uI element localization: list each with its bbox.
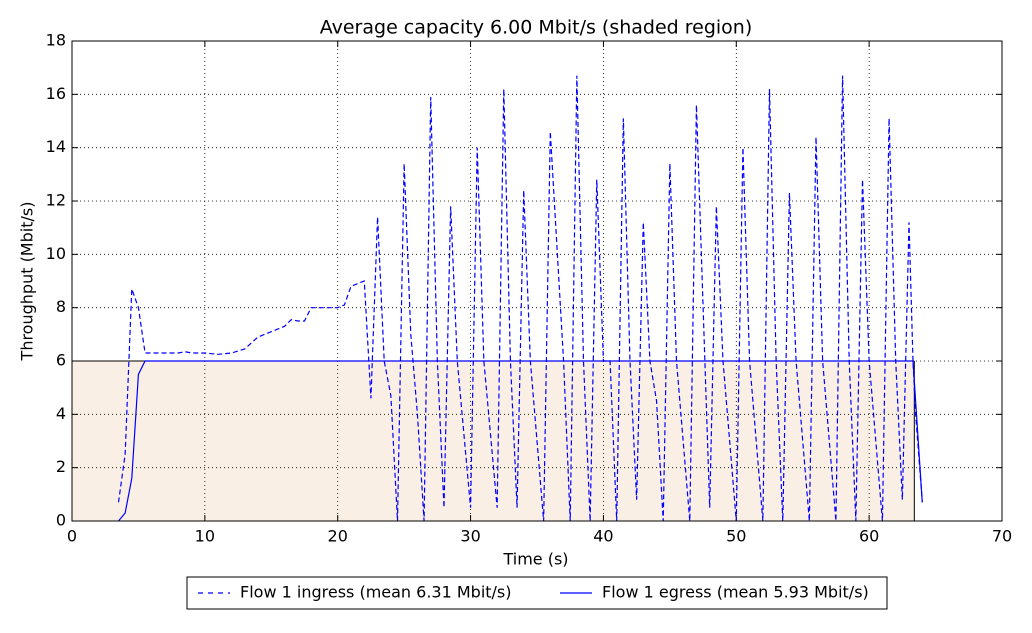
data-line xyxy=(118,360,923,522)
x-axis-label: Time (s) xyxy=(502,550,568,569)
y-axis-label: Throughput (Mbit/s) xyxy=(18,202,37,362)
data-line xyxy=(117,75,923,522)
x-tick-label: 10 xyxy=(195,527,215,546)
x-tick-label: 70 xyxy=(992,527,1012,546)
y-tick-label: 14 xyxy=(46,137,66,156)
y-tick-label: 18 xyxy=(46,31,66,50)
x-tick-label: 40 xyxy=(593,527,613,546)
plot-frame xyxy=(71,40,1003,522)
y-tick-label: 12 xyxy=(46,191,66,210)
legend-label: Flow 1 egress (mean 5.93 Mbit/s) xyxy=(602,583,869,602)
y-tick-label: 0 xyxy=(56,511,66,530)
y-tick-label: 2 xyxy=(56,457,66,476)
y-tick-label: 8 xyxy=(56,297,66,316)
x-tick-label: 60 xyxy=(859,527,879,546)
legend-box xyxy=(186,576,888,610)
y-tick-label: 6 xyxy=(56,351,66,370)
x-tick-label: 20 xyxy=(328,527,348,546)
x-tick-label: 50 xyxy=(726,527,746,546)
capacity-region xyxy=(72,361,915,521)
x-tick-label: 30 xyxy=(460,527,480,546)
y-tick-label: 16 xyxy=(46,84,66,103)
legend-label: Flow 1 ingress (mean 6.31 Mbit/s) xyxy=(240,583,512,602)
y-tick-label: 4 xyxy=(56,404,66,423)
chart-title: Average capacity 6.00 Mbit/s (shaded reg… xyxy=(320,17,753,39)
y-tick-label: 10 xyxy=(46,244,66,263)
x-tick-label: 0 xyxy=(67,527,77,546)
